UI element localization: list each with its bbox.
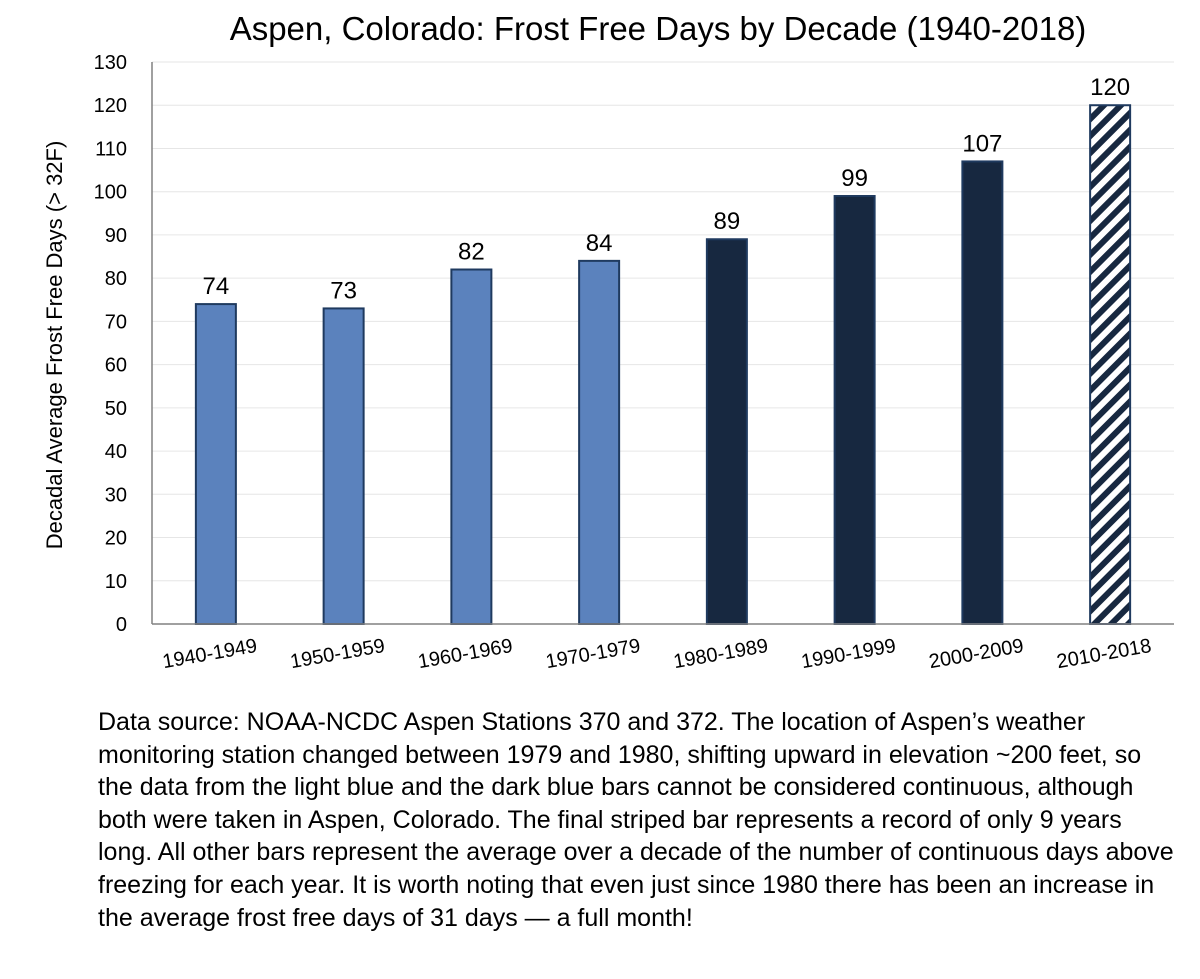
y-tick-label: 100 [94,182,127,204]
data-source-note: Data source: NOAA-NCDC Aspen Stations 37… [98,708,1174,932]
y-tick-label: 120 [94,95,127,117]
frost-free-days-chart: Aspen, Colorado: Frost Free Days by Deca… [42,10,1174,673]
y-tick-label: 130 [94,52,127,74]
x-tick-label: 1950-1959 [289,635,387,673]
y-tick-label: 70 [105,311,127,333]
data-labels: 74 73 82 84 89 99 107 120 [203,74,1131,304]
bar-1990-1999 [833,195,876,625]
chart-title: Aspen, Colorado: Frost Free Days by Deca… [230,10,1087,47]
x-tick-label: 2000-2009 [927,635,1025,673]
bar-2000-2009 [961,160,1004,626]
data-label: 99 [841,165,868,192]
x-tick-label: 1940-1949 [161,635,259,673]
x-tick-label: 2010-2018 [1055,635,1153,673]
x-tick-label: 1960-1969 [416,635,514,673]
bar-1940-1949 [194,303,237,625]
data-label: 82 [458,239,485,266]
y-tick-label: 0 [116,614,127,636]
data-label: 73 [330,277,357,304]
y-tick-label: 80 [105,268,127,290]
x-tick-label: 1990-1999 [800,635,898,673]
bars [194,104,1132,626]
data-label: 107 [962,130,1002,157]
y-tick-label: 90 [105,225,127,247]
data-label: 84 [586,230,613,257]
data-label: 89 [714,208,741,235]
data-label: 74 [203,273,230,300]
y-tick-label: 110 [95,138,127,160]
data-label: 120 [1090,74,1130,101]
y-axis-label: Decadal Average Frost Free Days (> 32F) [42,141,67,550]
y-tick-label: 30 [105,484,127,506]
x-tick-label: 1970-1979 [544,635,642,673]
y-tick-label: 20 [105,528,127,550]
bar-1950-1959 [322,307,365,625]
bar-2010-2018 [1089,104,1132,625]
y-tick-label: 40 [105,441,127,463]
y-tick-label: 60 [105,355,127,377]
bar-1980-1989 [705,238,748,625]
y-tick-label: 50 [105,398,127,420]
x-tick-label: 1980-1989 [672,635,770,673]
y-tick-label: 10 [105,571,127,593]
y-axis-ticks: 0 10 20 30 40 50 60 70 80 90 100 110 120 130 [94,52,153,636]
x-axis-ticks: 1940-1949 1950-1959 1960-1969 1970-1979 1980… [161,635,1153,673]
gridlines [152,61,1174,582]
bar-1960-1969 [450,268,493,625]
bar-1970-1979 [578,259,621,625]
